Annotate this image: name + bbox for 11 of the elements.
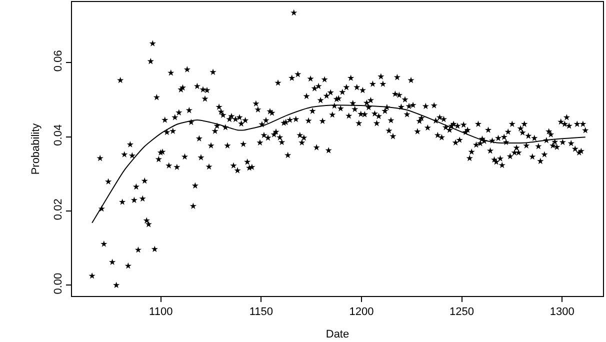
y-tick-label: 0.06: [52, 50, 65, 72]
x-tick-label: 1200: [349, 306, 374, 318]
y-axis-title: Probability: [30, 122, 42, 175]
y-tick-label: 0.00: [52, 272, 65, 294]
x-tick-label: 1300: [550, 306, 574, 318]
y-tick-label: 0.04: [52, 124, 65, 146]
x-tick-label: 1250: [450, 306, 474, 318]
x-tick-label: 1150: [249, 306, 273, 318]
y-tick-label: 0.02: [52, 198, 65, 220]
x-tick-label: 1100: [149, 306, 173, 318]
x-axis-title: Date: [326, 328, 350, 340]
